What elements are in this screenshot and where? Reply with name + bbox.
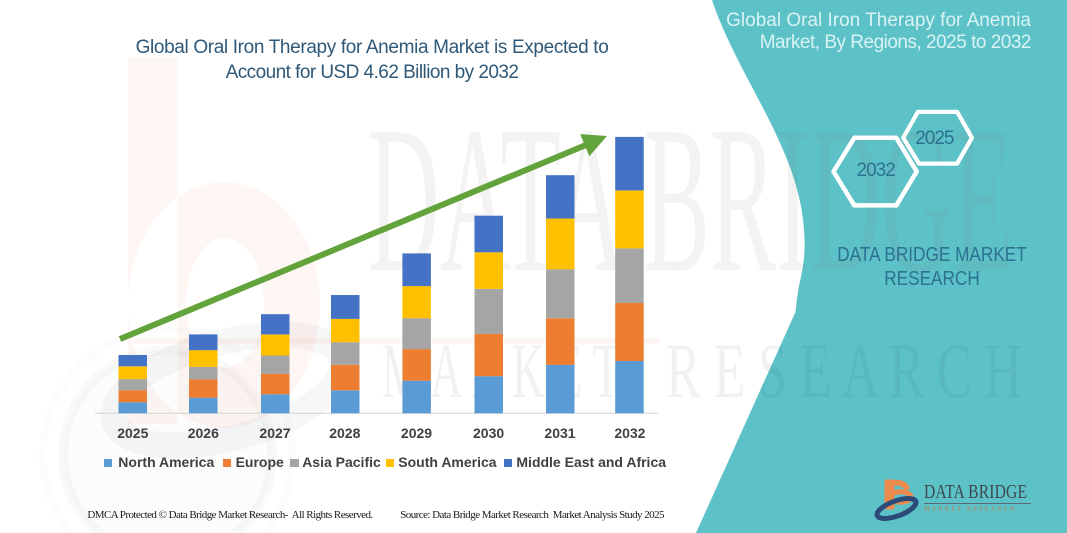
svg-text:R E S E A R C H: R E S E A R C H <box>666 327 1022 414</box>
